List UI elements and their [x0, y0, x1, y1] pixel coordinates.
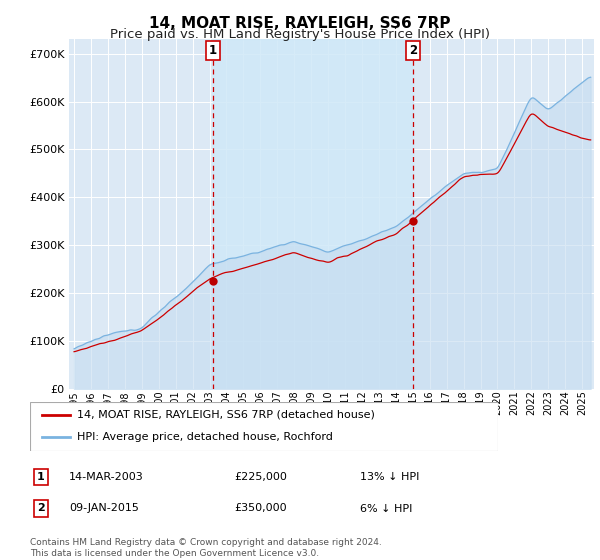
Text: HPI: Average price, detached house, Rochford: HPI: Average price, detached house, Roch… — [77, 432, 332, 442]
Text: 09-JAN-2015: 09-JAN-2015 — [69, 503, 139, 514]
Text: 14-MAR-2003: 14-MAR-2003 — [69, 472, 144, 482]
Text: 13% ↓ HPI: 13% ↓ HPI — [360, 472, 419, 482]
Text: £225,000: £225,000 — [234, 472, 287, 482]
Bar — [213, 39, 413, 389]
Text: 2: 2 — [37, 503, 44, 514]
Text: 6% ↓ HPI: 6% ↓ HPI — [360, 503, 412, 514]
Text: £350,000: £350,000 — [234, 503, 287, 514]
Text: Contains HM Land Registry data © Crown copyright and database right 2024.
This d: Contains HM Land Registry data © Crown c… — [30, 538, 382, 558]
Text: 2: 2 — [409, 44, 418, 58]
Text: 14, MOAT RISE, RAYLEIGH, SS6 7RP (detached house): 14, MOAT RISE, RAYLEIGH, SS6 7RP (detach… — [77, 410, 374, 420]
Text: 14, MOAT RISE, RAYLEIGH, SS6 7RP: 14, MOAT RISE, RAYLEIGH, SS6 7RP — [149, 16, 451, 31]
Text: 1: 1 — [37, 472, 44, 482]
FancyBboxPatch shape — [30, 402, 498, 451]
Text: 1: 1 — [209, 44, 217, 58]
Text: Price paid vs. HM Land Registry's House Price Index (HPI): Price paid vs. HM Land Registry's House … — [110, 28, 490, 41]
